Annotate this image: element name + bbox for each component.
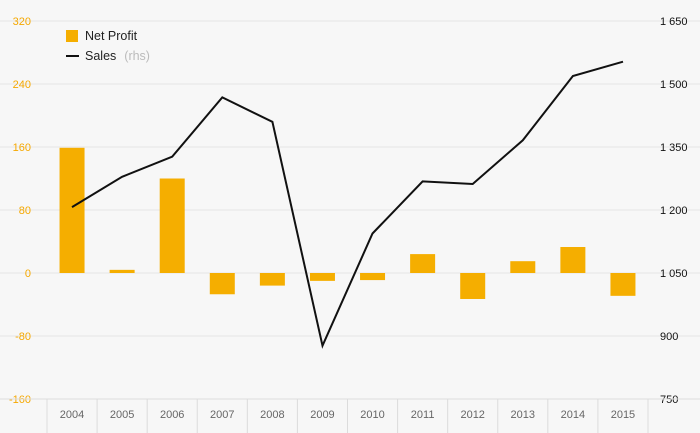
- net-profit-bar-2010: [360, 273, 386, 281]
- x-tick-label: 2011: [411, 409, 435, 421]
- right-y-axis: 750 900 1 050 1 200 1 350 1 500 1 650: [660, 16, 688, 406]
- right-tick-label: 750: [660, 394, 678, 406]
- right-tick-label: 900: [660, 331, 678, 343]
- legend: Net Profit Sales (rhs): [66, 29, 150, 64]
- net-profit-bar-2015: [610, 273, 636, 296]
- net-profit-bar-2009: [309, 273, 335, 281]
- x-tick-label: 2015: [611, 409, 635, 421]
- legend-sales-suffix: (rhs): [124, 49, 150, 63]
- net-profit-bar-2013: [510, 261, 536, 273]
- right-tick-label: 1 500: [660, 79, 688, 91]
- legend-sales-name: Sales: [85, 49, 116, 63]
- x-tick-label: 2009: [310, 409, 334, 421]
- right-tick-label: 1 650: [660, 16, 688, 28]
- x-tick-label: 2008: [260, 409, 284, 421]
- net-profit-bar-2006: [159, 178, 185, 273]
- x-tick-label: 2006: [160, 409, 184, 421]
- x-tick-label: 2005: [110, 409, 134, 421]
- legend-net-profit-swatch: [66, 30, 78, 42]
- net-profit-bar-2014: [560, 247, 586, 273]
- left-tick-label: -160: [9, 394, 31, 406]
- left-tick-label: 240: [13, 79, 31, 91]
- left-tick-label: 0: [25, 268, 31, 280]
- net-profit-bar-2004: [59, 147, 85, 273]
- x-tick-label: 2012: [460, 409, 484, 421]
- net-profit-bar-2008: [259, 273, 285, 286]
- right-tick-label: 1 200: [660, 205, 688, 217]
- legend-sales-label: Sales (rhs): [85, 47, 150, 64]
- x-tick-label: 2004: [60, 409, 84, 421]
- sales-line: [71, 60, 624, 349]
- net-profit-bar-2005: [109, 269, 135, 273]
- left-tick-label: 320: [13, 16, 31, 28]
- x-tick-label: 2010: [360, 409, 384, 421]
- legend-net-profit-label: Net Profit: [85, 29, 138, 43]
- x-axis: 2004 2005 2006 2007 2008 2009 2010 2011 2012 2013…: [0, 398, 700, 433]
- left-y-axis: -160 -80 0 80 160 240 320: [9, 16, 31, 406]
- right-tick-label: 1 350: [660, 142, 688, 154]
- net-profit-bar-2012: [460, 273, 486, 299]
- net-profit-bars: [59, 147, 636, 299]
- x-tick-label: 2013: [511, 409, 535, 421]
- left-tick-label: 80: [19, 205, 31, 217]
- net-profit-bar-2007: [209, 273, 235, 295]
- net-profit-bar-2011: [410, 254, 436, 273]
- x-tick-label: 2014: [561, 409, 585, 421]
- right-tick-label: 1 050: [660, 268, 688, 280]
- left-tick-label: -80: [15, 331, 31, 343]
- sales-polyline: [71, 60, 624, 349]
- left-tick-label: 160: [13, 142, 31, 154]
- x-tick-label: 2007: [210, 409, 234, 421]
